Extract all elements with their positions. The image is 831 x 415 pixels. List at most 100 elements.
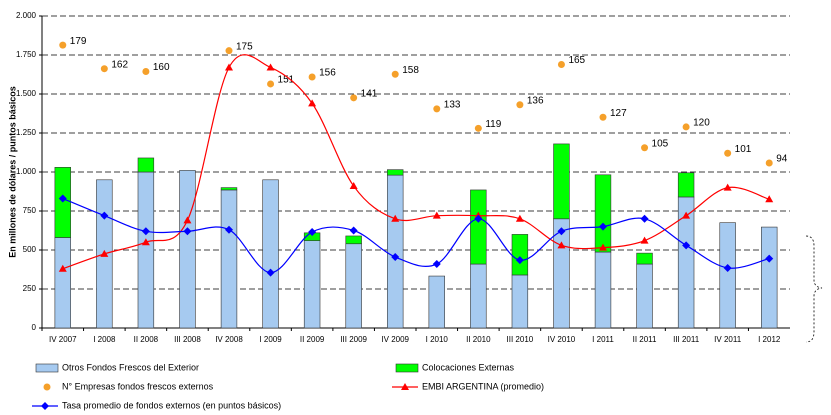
x-tick-label: I 2010 [426, 335, 449, 344]
bar [553, 143, 570, 220]
bar [54, 237, 71, 329]
data-label: 133 [444, 100, 461, 111]
legend-label: Otros Fondos Frescos del Exterior [62, 362, 199, 372]
line-marker [432, 260, 441, 269]
line [62, 197, 770, 274]
bar [137, 171, 155, 329]
line [62, 54, 770, 270]
line-marker [432, 211, 441, 219]
x-tick-label: II 2009 [300, 335, 325, 344]
line-marker [682, 241, 691, 250]
line-marker [349, 226, 358, 235]
line-marker [765, 254, 774, 263]
x-tick-label: II 2010 [466, 335, 491, 344]
data-label: 136 [527, 95, 544, 106]
line-marker [557, 227, 566, 236]
line-marker [515, 214, 524, 222]
x-tick-label: I 2008 [93, 335, 116, 344]
legend-label: N° Empresas fondos frescos externos [62, 381, 214, 391]
x-tick-label: I 2011 [592, 335, 614, 344]
line-marker [58, 264, 67, 272]
x-tick-label: III 2009 [340, 335, 367, 344]
line-marker [225, 225, 233, 234]
y-tick-label: 1.250 [16, 128, 37, 137]
bar [179, 170, 196, 329]
x-tick-label: IV 2008 [215, 335, 243, 344]
dot [225, 47, 233, 55]
bar [303, 240, 321, 329]
x-tick-label: IV 2011 [714, 335, 742, 344]
dot [267, 80, 275, 88]
bar [636, 263, 653, 329]
bar [594, 251, 612, 329]
dot [59, 41, 67, 49]
bar [470, 189, 487, 265]
data-label: 165 [568, 55, 585, 66]
line-marker [225, 63, 233, 71]
legend-marker [401, 383, 409, 390]
dot [474, 124, 482, 132]
legend-label: EMBI ARGENTINA (promedio) [422, 381, 544, 391]
line-marker [391, 214, 400, 222]
dot [516, 101, 524, 109]
dot [391, 70, 399, 78]
dot [142, 67, 150, 75]
line-marker [723, 263, 732, 272]
brace [805, 235, 823, 343]
line-marker [349, 182, 358, 190]
x-tick-label: III 2011 [673, 335, 700, 344]
dot [433, 105, 441, 113]
bar [345, 243, 362, 329]
bar [719, 222, 736, 329]
line-marker [640, 236, 649, 244]
data-label: 94 [776, 154, 788, 165]
line-marker [141, 227, 150, 236]
line-marker [640, 214, 649, 223]
y-tick-label: 1.500 [16, 89, 37, 98]
line-marker [308, 228, 317, 237]
bar [511, 234, 529, 276]
bar [470, 263, 487, 329]
dot [724, 149, 732, 157]
dot [308, 73, 316, 81]
dot [599, 113, 607, 121]
bar [137, 157, 155, 173]
line-marker [308, 99, 317, 107]
line-marker [391, 253, 400, 262]
legend-swatch [395, 363, 419, 373]
data-label: 127 [610, 108, 627, 119]
bar [387, 174, 404, 329]
data-label: 175 [236, 41, 253, 52]
data-label: 158 [402, 65, 419, 76]
line-marker [599, 243, 607, 251]
legend-marker [41, 402, 49, 410]
x-tick-label: II 2008 [134, 335, 159, 344]
line-marker [682, 211, 691, 219]
x-tick-label: IV 2010 [548, 335, 576, 344]
line-marker [557, 241, 566, 249]
line-marker [266, 268, 275, 277]
legend-swatch [35, 363, 59, 373]
x-tick-label: II 2011 [633, 335, 657, 344]
data-label: 119 [485, 119, 501, 130]
legend-label: Tasa promedio de fondos externos (en pun… [62, 400, 281, 410]
data-label: 160 [153, 62, 170, 73]
y-tick-label: 1.750 [16, 50, 37, 59]
data-label: 179 [70, 36, 87, 47]
y-tick-label: 0 [32, 323, 37, 332]
y-tick-label: 250 [23, 284, 37, 293]
dot [765, 159, 773, 167]
bar [262, 179, 279, 329]
y-tick-label: 2.000 [16, 11, 37, 20]
dot [557, 61, 565, 69]
bar [761, 226, 778, 329]
bar [677, 172, 695, 198]
data-label: 151 [278, 75, 295, 86]
line-marker [723, 183, 732, 191]
y-axis-label: En millones de dólares / puntos básicos [7, 86, 17, 258]
data-label: 101 [735, 144, 752, 155]
y-tick-label: 1.000 [16, 167, 37, 176]
data-label: 156 [319, 68, 336, 79]
y-tick-label: 500 [23, 245, 37, 254]
